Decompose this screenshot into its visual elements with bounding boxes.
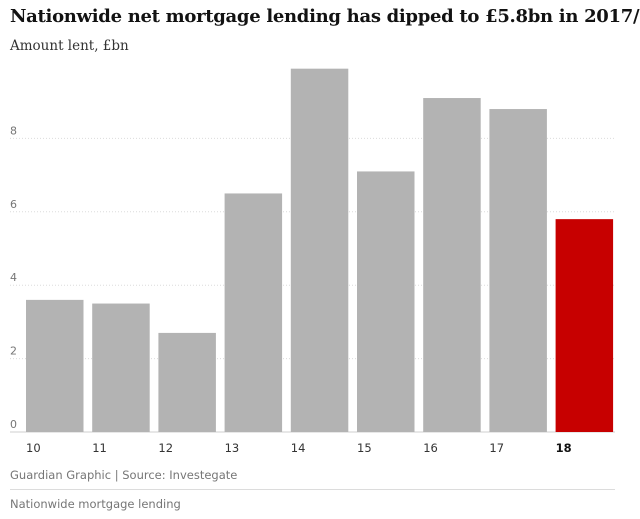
bar-12 — [158, 332, 216, 432]
bar-13 — [224, 193, 283, 432]
x-tick-label: 16 — [423, 441, 438, 455]
bar-14 — [290, 68, 349, 433]
chart-title: Nationwide net mortgage lending has dipp… — [10, 6, 640, 27]
bar-10 — [26, 299, 84, 432]
source-note: Guardian Graphic | Source: Investegate — [10, 468, 238, 482]
x-tick-label: 15 — [357, 441, 372, 455]
x-tick-label: 10 — [26, 441, 41, 455]
bar-chart: 0 2 4 6 8 10 11 12 13 14 15 16 17 18 — [10, 68, 615, 455]
footer-caption: Nationwide mortgage lending — [10, 497, 181, 511]
bar-11 — [92, 303, 150, 432]
y-axis-ticks: 0 2 4 6 8 — [10, 124, 17, 431]
bar-15 — [357, 171, 415, 432]
x-tick-label: 13 — [225, 441, 240, 455]
x-tick-label: 12 — [158, 441, 173, 455]
bar-18 — [555, 219, 614, 432]
y-tick-label: 0 — [10, 418, 17, 431]
bar-17 — [489, 109, 547, 432]
bar-16 — [423, 98, 481, 432]
x-tick-label: 17 — [489, 441, 504, 455]
x-tick-label: 18 — [556, 441, 572, 455]
y-tick-label: 8 — [10, 124, 17, 137]
footer-divider — [10, 489, 615, 490]
y-tick-label: 2 — [10, 345, 17, 358]
bars — [26, 68, 614, 433]
x-axis-ticks: 10 11 12 13 14 15 16 17 18 — [26, 441, 572, 455]
y-tick-label: 6 — [10, 198, 17, 211]
chart-subtitle: Amount lent, £bn — [10, 38, 129, 54]
y-tick-label: 4 — [10, 271, 17, 284]
x-tick-label: 11 — [92, 441, 107, 455]
x-tick-label: 14 — [291, 441, 306, 455]
